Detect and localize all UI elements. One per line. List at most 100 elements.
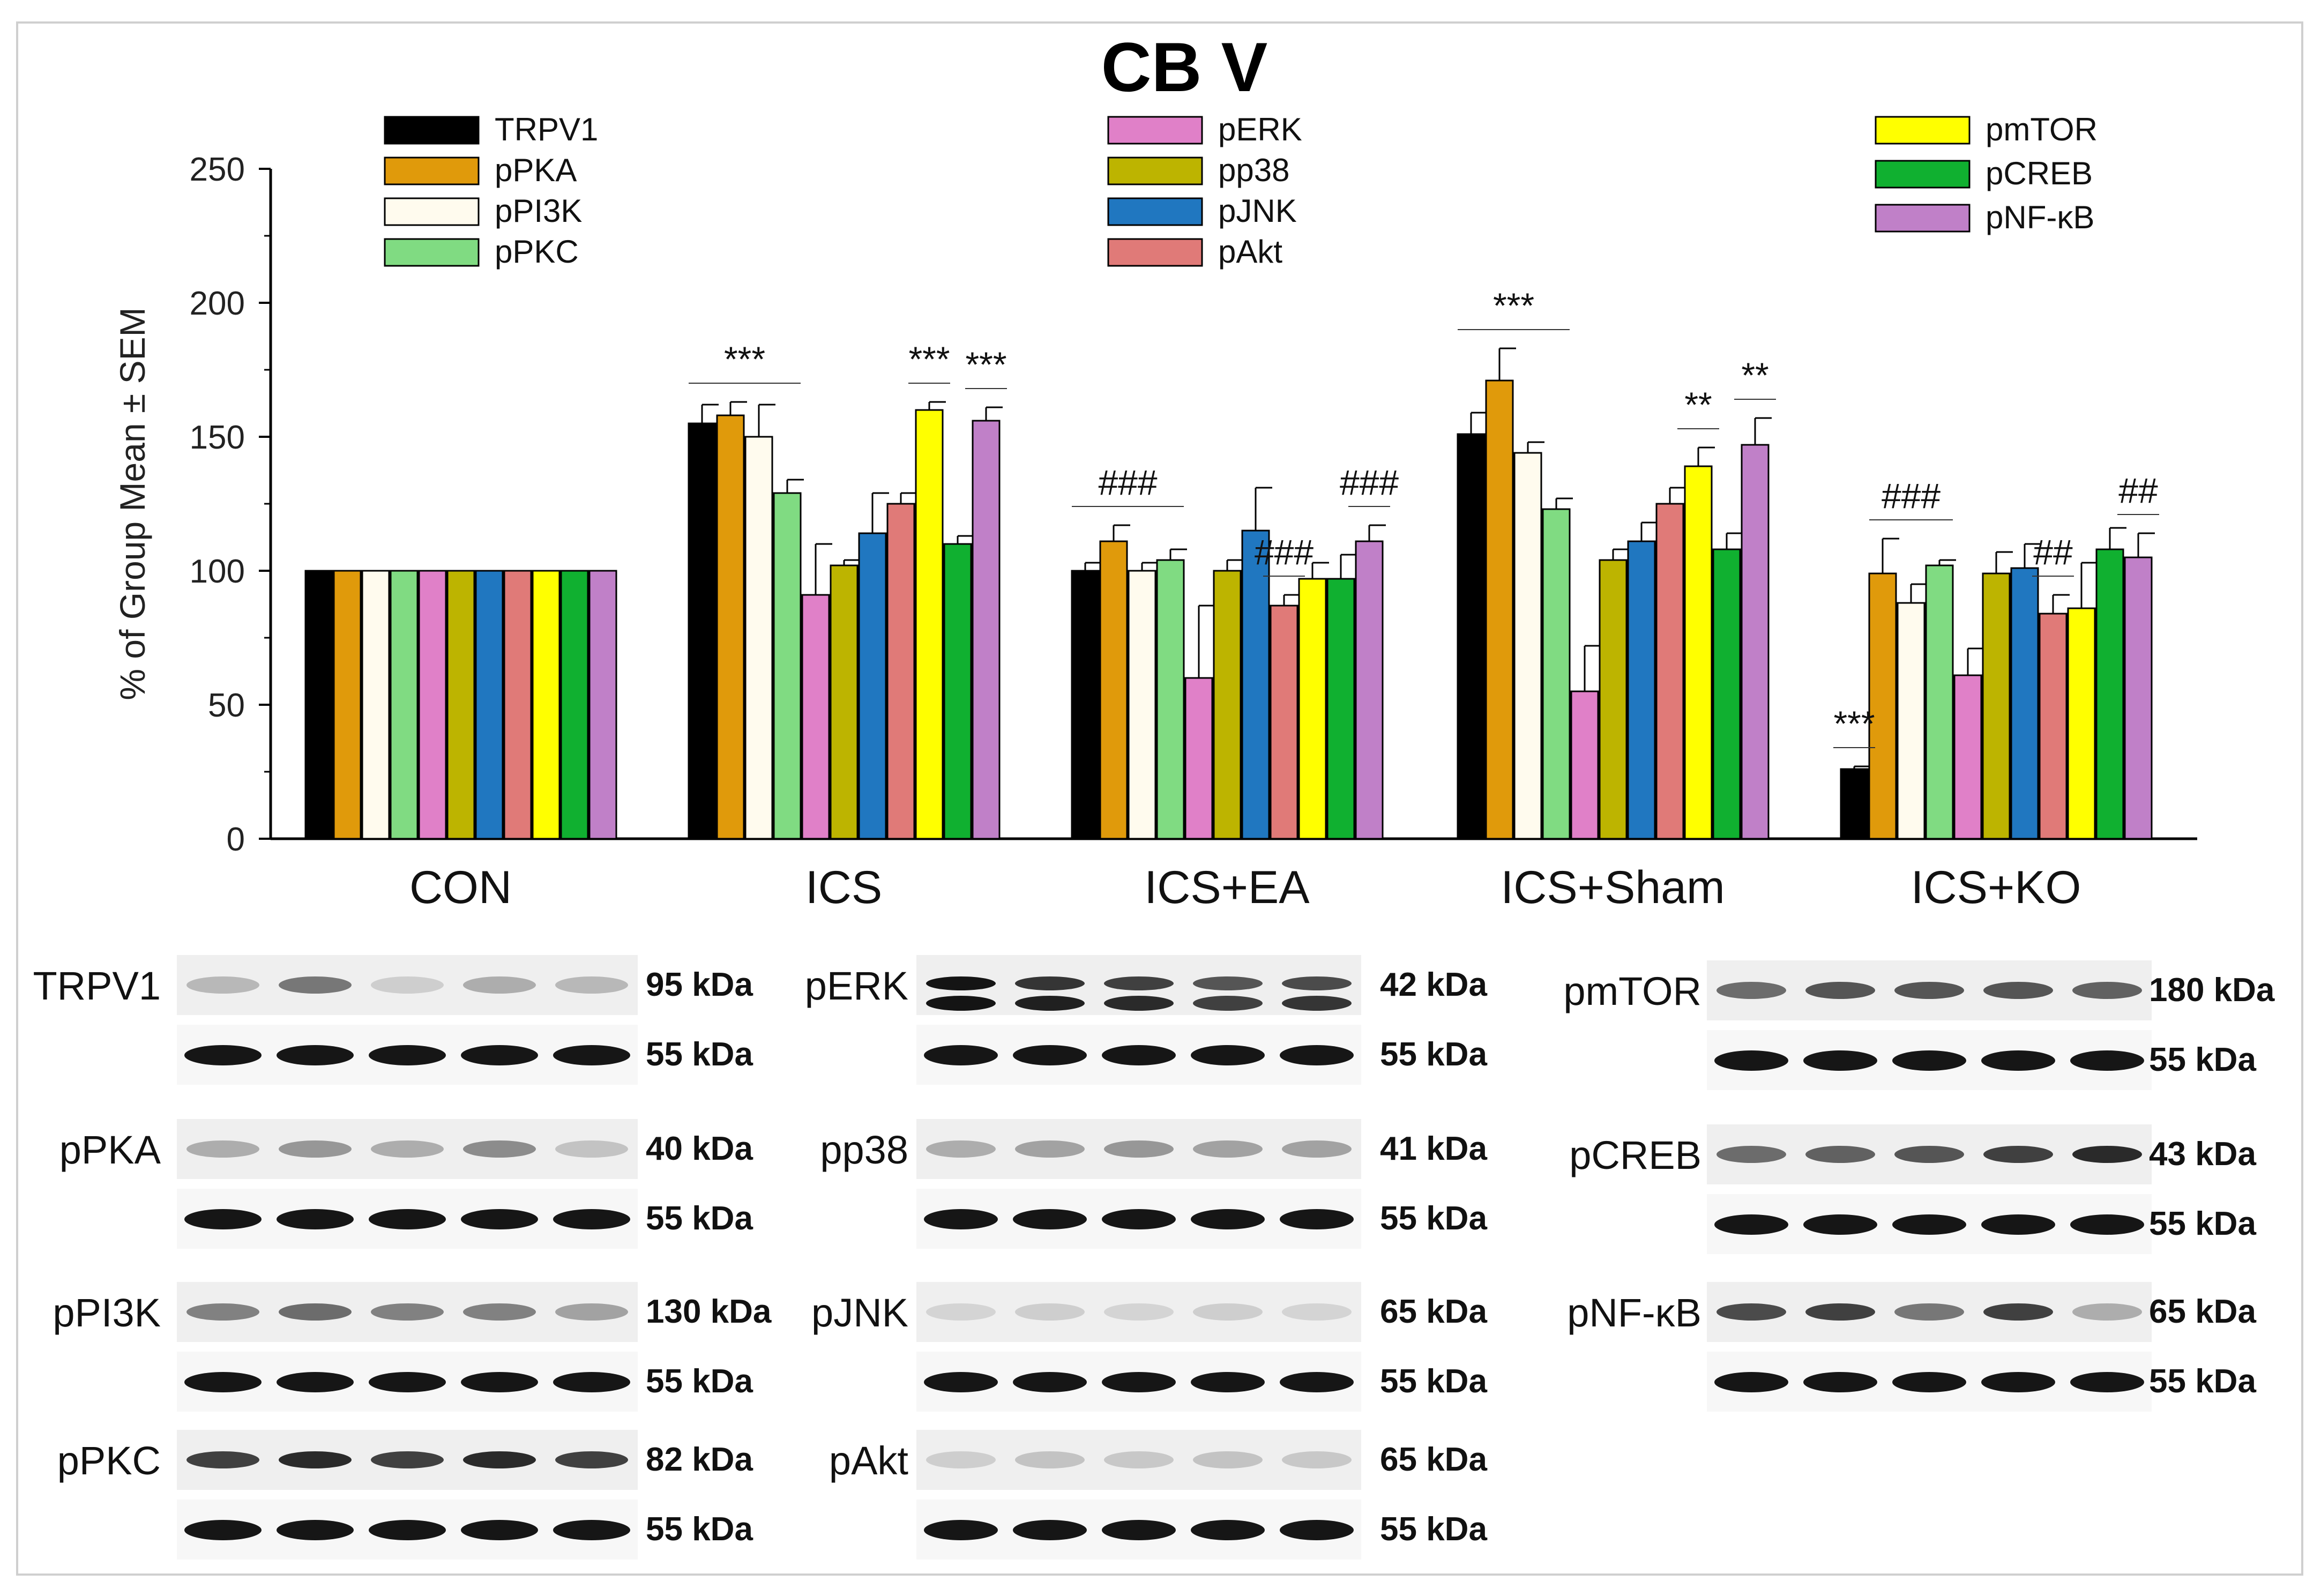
legend-swatch (1875, 160, 1971, 189)
protein-band (371, 1140, 444, 1158)
control-weight-label: 55 kDa (2149, 1205, 2256, 1242)
control-band (1803, 1050, 1877, 1071)
legend-label: pERK (1218, 111, 1302, 147)
control-band (924, 1372, 998, 1392)
control-band (369, 1372, 446, 1392)
control-band (1803, 1214, 1877, 1235)
y-tick-label: 250 (190, 151, 245, 188)
legend-swatch (1875, 116, 1971, 145)
bar (1599, 559, 1628, 840)
control-band (1013, 1520, 1087, 1540)
significance-marker: ## (2033, 532, 2073, 572)
control-weight-label: 55 kDa (646, 1363, 753, 1400)
legend-item: TRPV1 (384, 111, 598, 147)
bar (1570, 690, 1599, 840)
bar (1953, 674, 1982, 840)
molecular-weight-label: 41 kDa (1380, 1130, 1487, 1167)
protein-band (1717, 1146, 1786, 1163)
bar (2039, 613, 2068, 840)
bar (333, 570, 362, 840)
legend-label: TRPV1 (495, 111, 598, 147)
blot-strip (177, 955, 638, 1015)
control-band (1280, 1520, 1354, 1540)
protein-band (1193, 996, 1263, 1011)
blot-label: pERK (804, 964, 908, 1008)
control-band (1191, 1045, 1265, 1065)
molecular-weight-label: 65 kDa (1380, 1441, 1487, 1478)
bar (1156, 559, 1185, 840)
category-label: ICS (805, 862, 882, 913)
protein-band (2072, 1303, 2142, 1321)
protein-band (371, 1303, 444, 1321)
protein-band (2072, 982, 2142, 999)
protein-band (1894, 1303, 1964, 1321)
bar-group: ICS (688, 401, 1003, 913)
bar (1071, 570, 1100, 840)
protein-band (1193, 1451, 1263, 1468)
control-band (1191, 1209, 1265, 1229)
protein-band (1282, 976, 1352, 990)
control-band (184, 1209, 262, 1229)
bar (532, 570, 561, 840)
molecular-weight-label: 43 kDa (2149, 1136, 2256, 1173)
control-band (1013, 1045, 1087, 1065)
protein-band (279, 1303, 352, 1321)
bar (1982, 572, 2011, 840)
protein-band (1805, 982, 1875, 999)
control-band (369, 1209, 446, 1229)
blot-label: pCREB (1569, 1133, 1701, 1177)
bar (1897, 602, 1926, 840)
control-band (1981, 1050, 2055, 1071)
protein-band (1104, 1451, 1174, 1468)
protein-band (463, 976, 536, 994)
y-tick-label: 100 (190, 553, 245, 590)
significance-marker: *** (1833, 704, 1875, 743)
protein-band (926, 996, 996, 1011)
protein-band (186, 1303, 259, 1321)
figure-frame (16, 21, 2303, 1576)
blot-label: TRPV1 (33, 964, 161, 1008)
protein-band (186, 976, 259, 994)
bar-group: CON (304, 570, 617, 913)
bar (744, 436, 773, 840)
significance-annotations: *** *** ***#########**********####### (689, 286, 2159, 748)
protein-band (463, 1303, 536, 1321)
control-band (1981, 1372, 2055, 1392)
control-band (1013, 1209, 1087, 1229)
bar (830, 564, 859, 840)
category-label: ICS+KO (1911, 862, 2081, 913)
legend-item: pERK (1107, 111, 1302, 147)
bar (688, 422, 717, 840)
protein-band (926, 1451, 996, 1468)
bar (1241, 529, 1270, 840)
protein-band (1805, 1146, 1875, 1163)
bar (1270, 605, 1298, 840)
bar (1655, 503, 1684, 840)
bar (560, 570, 589, 840)
bar-group: ICS+EA (1071, 487, 1386, 913)
control-band (369, 1045, 446, 1065)
control-band (369, 1520, 446, 1540)
bar (1684, 465, 1713, 840)
control-weight-label: 55 kDa (2149, 1363, 2256, 1400)
bar (1128, 570, 1156, 840)
bar-group: ICS+KO (1840, 527, 2155, 913)
control-band (924, 1520, 998, 1540)
bar-chart: CB V % of Group Mean ± SEM 0 50 100 150 200 2… (113, 28, 2197, 913)
significance-marker: ## (2118, 471, 2158, 510)
protein-band (926, 1303, 996, 1321)
protein-band (1983, 1303, 2053, 1321)
protein-band (463, 1140, 536, 1158)
control-weight-label: 55 kDa (1380, 1363, 1487, 1400)
control-band (2070, 1050, 2144, 1071)
category-label: ICS+EA (1144, 862, 1310, 913)
control-band (184, 1372, 262, 1392)
control-band (2070, 1372, 2144, 1392)
bar-group: ICS+Sham (1457, 347, 1772, 913)
protein-band (371, 976, 444, 994)
control-weight-label: 55 kDa (1380, 1200, 1487, 1237)
legend-label: pmTOR (1986, 111, 2098, 147)
bar (1298, 578, 1327, 840)
control-band (553, 1520, 630, 1540)
bar (304, 570, 333, 840)
